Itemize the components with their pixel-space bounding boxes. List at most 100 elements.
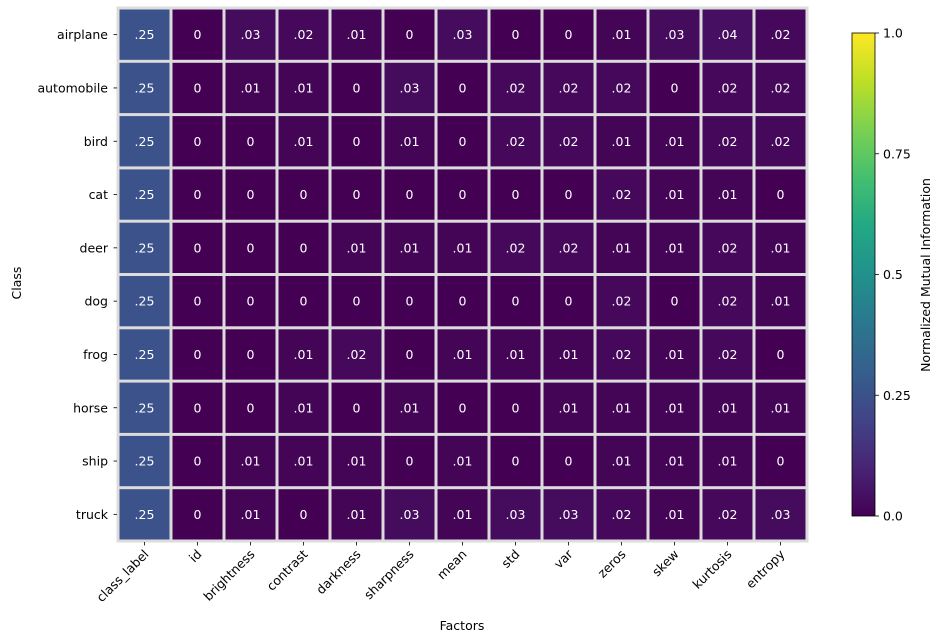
cell-value-label: 0 — [459, 80, 467, 95]
y-tick-label: horse — [73, 400, 108, 415]
heatmap-cell — [702, 489, 753, 540]
cell-value-label: 0 — [512, 294, 520, 309]
heatmap-cell — [490, 329, 541, 380]
cell-value-label: 0 — [406, 187, 414, 202]
cell-value-label: .02 — [294, 27, 314, 42]
heatmap-cell — [331, 489, 382, 540]
heatmap-cell — [490, 9, 541, 60]
heatmap-cell — [278, 222, 329, 273]
y-tick-labels: airplane automobile bird cat deer dog frog hors… — [37, 27, 117, 522]
y-tick-label: frog — [83, 347, 108, 362]
cell-value-label: .02 — [559, 240, 579, 255]
heatmap-cell — [331, 329, 382, 380]
cell-value-label: 0 — [671, 80, 679, 95]
cell-value-label: .01 — [612, 27, 632, 42]
y-tick-label: bird — [84, 134, 108, 149]
cell-value-label: .25 — [135, 27, 155, 42]
cell-value-label: 0 — [353, 400, 361, 415]
heatmap-cell — [119, 435, 170, 487]
heatmap-cell — [649, 489, 700, 540]
heatmap-cell — [543, 9, 594, 60]
cell-value-label: .01 — [294, 347, 314, 362]
heatmap-cell — [437, 116, 488, 167]
cell-value-label: .01 — [241, 454, 261, 469]
cell-value-label: .03 — [400, 507, 420, 522]
cell-value-label: .02 — [612, 347, 632, 362]
y-tick-label: cat — [89, 187, 109, 202]
cell-value-label: 0 — [512, 454, 520, 469]
heatmap-cell — [172, 9, 223, 60]
heatmap-cell — [490, 222, 541, 273]
heatmap-cell — [278, 169, 329, 220]
cell-value-label: 0 — [194, 507, 202, 522]
cell-value-label: 0 — [300, 294, 308, 309]
heatmap-cell — [384, 169, 435, 220]
cell-value-label: .02 — [612, 507, 632, 522]
heatmap-cell — [702, 116, 753, 167]
heatmap-cell — [649, 382, 700, 433]
heatmap-cell — [172, 489, 223, 540]
heatmap-cell — [278, 276, 329, 327]
cell-value-label: .02 — [559, 134, 579, 149]
heatmap-cell — [596, 169, 647, 220]
cell-value-label: .25 — [135, 134, 155, 149]
cell-value-label: 0 — [459, 294, 467, 309]
x-tick-label: brightness — [200, 547, 257, 604]
cell-value-label: .01 — [347, 27, 367, 42]
cell-value-label: 0 — [247, 294, 255, 309]
heatmap-cell — [490, 276, 541, 327]
heatmap-cell — [596, 62, 647, 114]
x-tick-label: kurtosis — [689, 547, 734, 592]
heatmap-cell — [278, 329, 329, 380]
heatmap-cell — [172, 382, 223, 433]
heatmap-cell — [596, 489, 647, 540]
cell-value-label: .03 — [241, 27, 261, 42]
cell-value-label: .02 — [718, 347, 738, 362]
cell-value-label: 0 — [512, 27, 520, 42]
cell-value-label: .02 — [347, 347, 367, 362]
cell-value-label: .25 — [135, 187, 155, 202]
cell-value-label: .03 — [453, 27, 473, 42]
cell-value-label: .01 — [400, 400, 420, 415]
heatmap-cell — [490, 435, 541, 487]
cell-value-label: .01 — [665, 454, 685, 469]
heatmap-cell — [543, 62, 594, 114]
heatmap-cell — [225, 276, 276, 327]
cell-value-label: .01 — [612, 134, 632, 149]
heatmap-cell — [543, 169, 594, 220]
heatmap-cell — [543, 116, 594, 167]
heatmap-cell — [755, 329, 806, 380]
heatmap-cell — [649, 62, 700, 114]
cell-value-label: .01 — [294, 80, 314, 95]
cell-value-label: .01 — [453, 454, 473, 469]
cell-value-label: 0 — [247, 400, 255, 415]
colorbar-tick-label: 0.25 — [883, 388, 911, 403]
x-tick-label: darkness — [313, 547, 364, 598]
cell-value-label: .01 — [241, 507, 261, 522]
colorbar-tick-label: 0.0 — [883, 509, 903, 524]
heatmap-cell — [437, 9, 488, 60]
heatmap-cell — [119, 276, 170, 327]
heatmap-cell — [543, 329, 594, 380]
y-tick-label: truck — [76, 507, 109, 522]
heatmap-cell — [384, 382, 435, 433]
cell-value-label: .03 — [400, 80, 420, 95]
cell-value-label: .02 — [718, 80, 738, 95]
heatmap-cell — [119, 382, 170, 433]
cell-value-label: 0 — [194, 240, 202, 255]
heatmap-cell — [702, 382, 753, 433]
cell-value-label: 0 — [194, 27, 202, 42]
heatmap-cell — [331, 382, 382, 433]
heatmap-cell — [596, 329, 647, 380]
cell-value-label: .01 — [294, 134, 314, 149]
heatmap-cell — [225, 62, 276, 114]
heatmap-cell — [172, 435, 223, 487]
cell-value-label: .02 — [506, 134, 526, 149]
heatmap-cell — [172, 276, 223, 327]
heatmap-cell — [331, 9, 382, 60]
cell-value-label: 0 — [671, 294, 679, 309]
heatmap-cell — [384, 9, 435, 60]
heatmap-cell — [331, 222, 382, 273]
cell-value-label: .01 — [400, 240, 420, 255]
